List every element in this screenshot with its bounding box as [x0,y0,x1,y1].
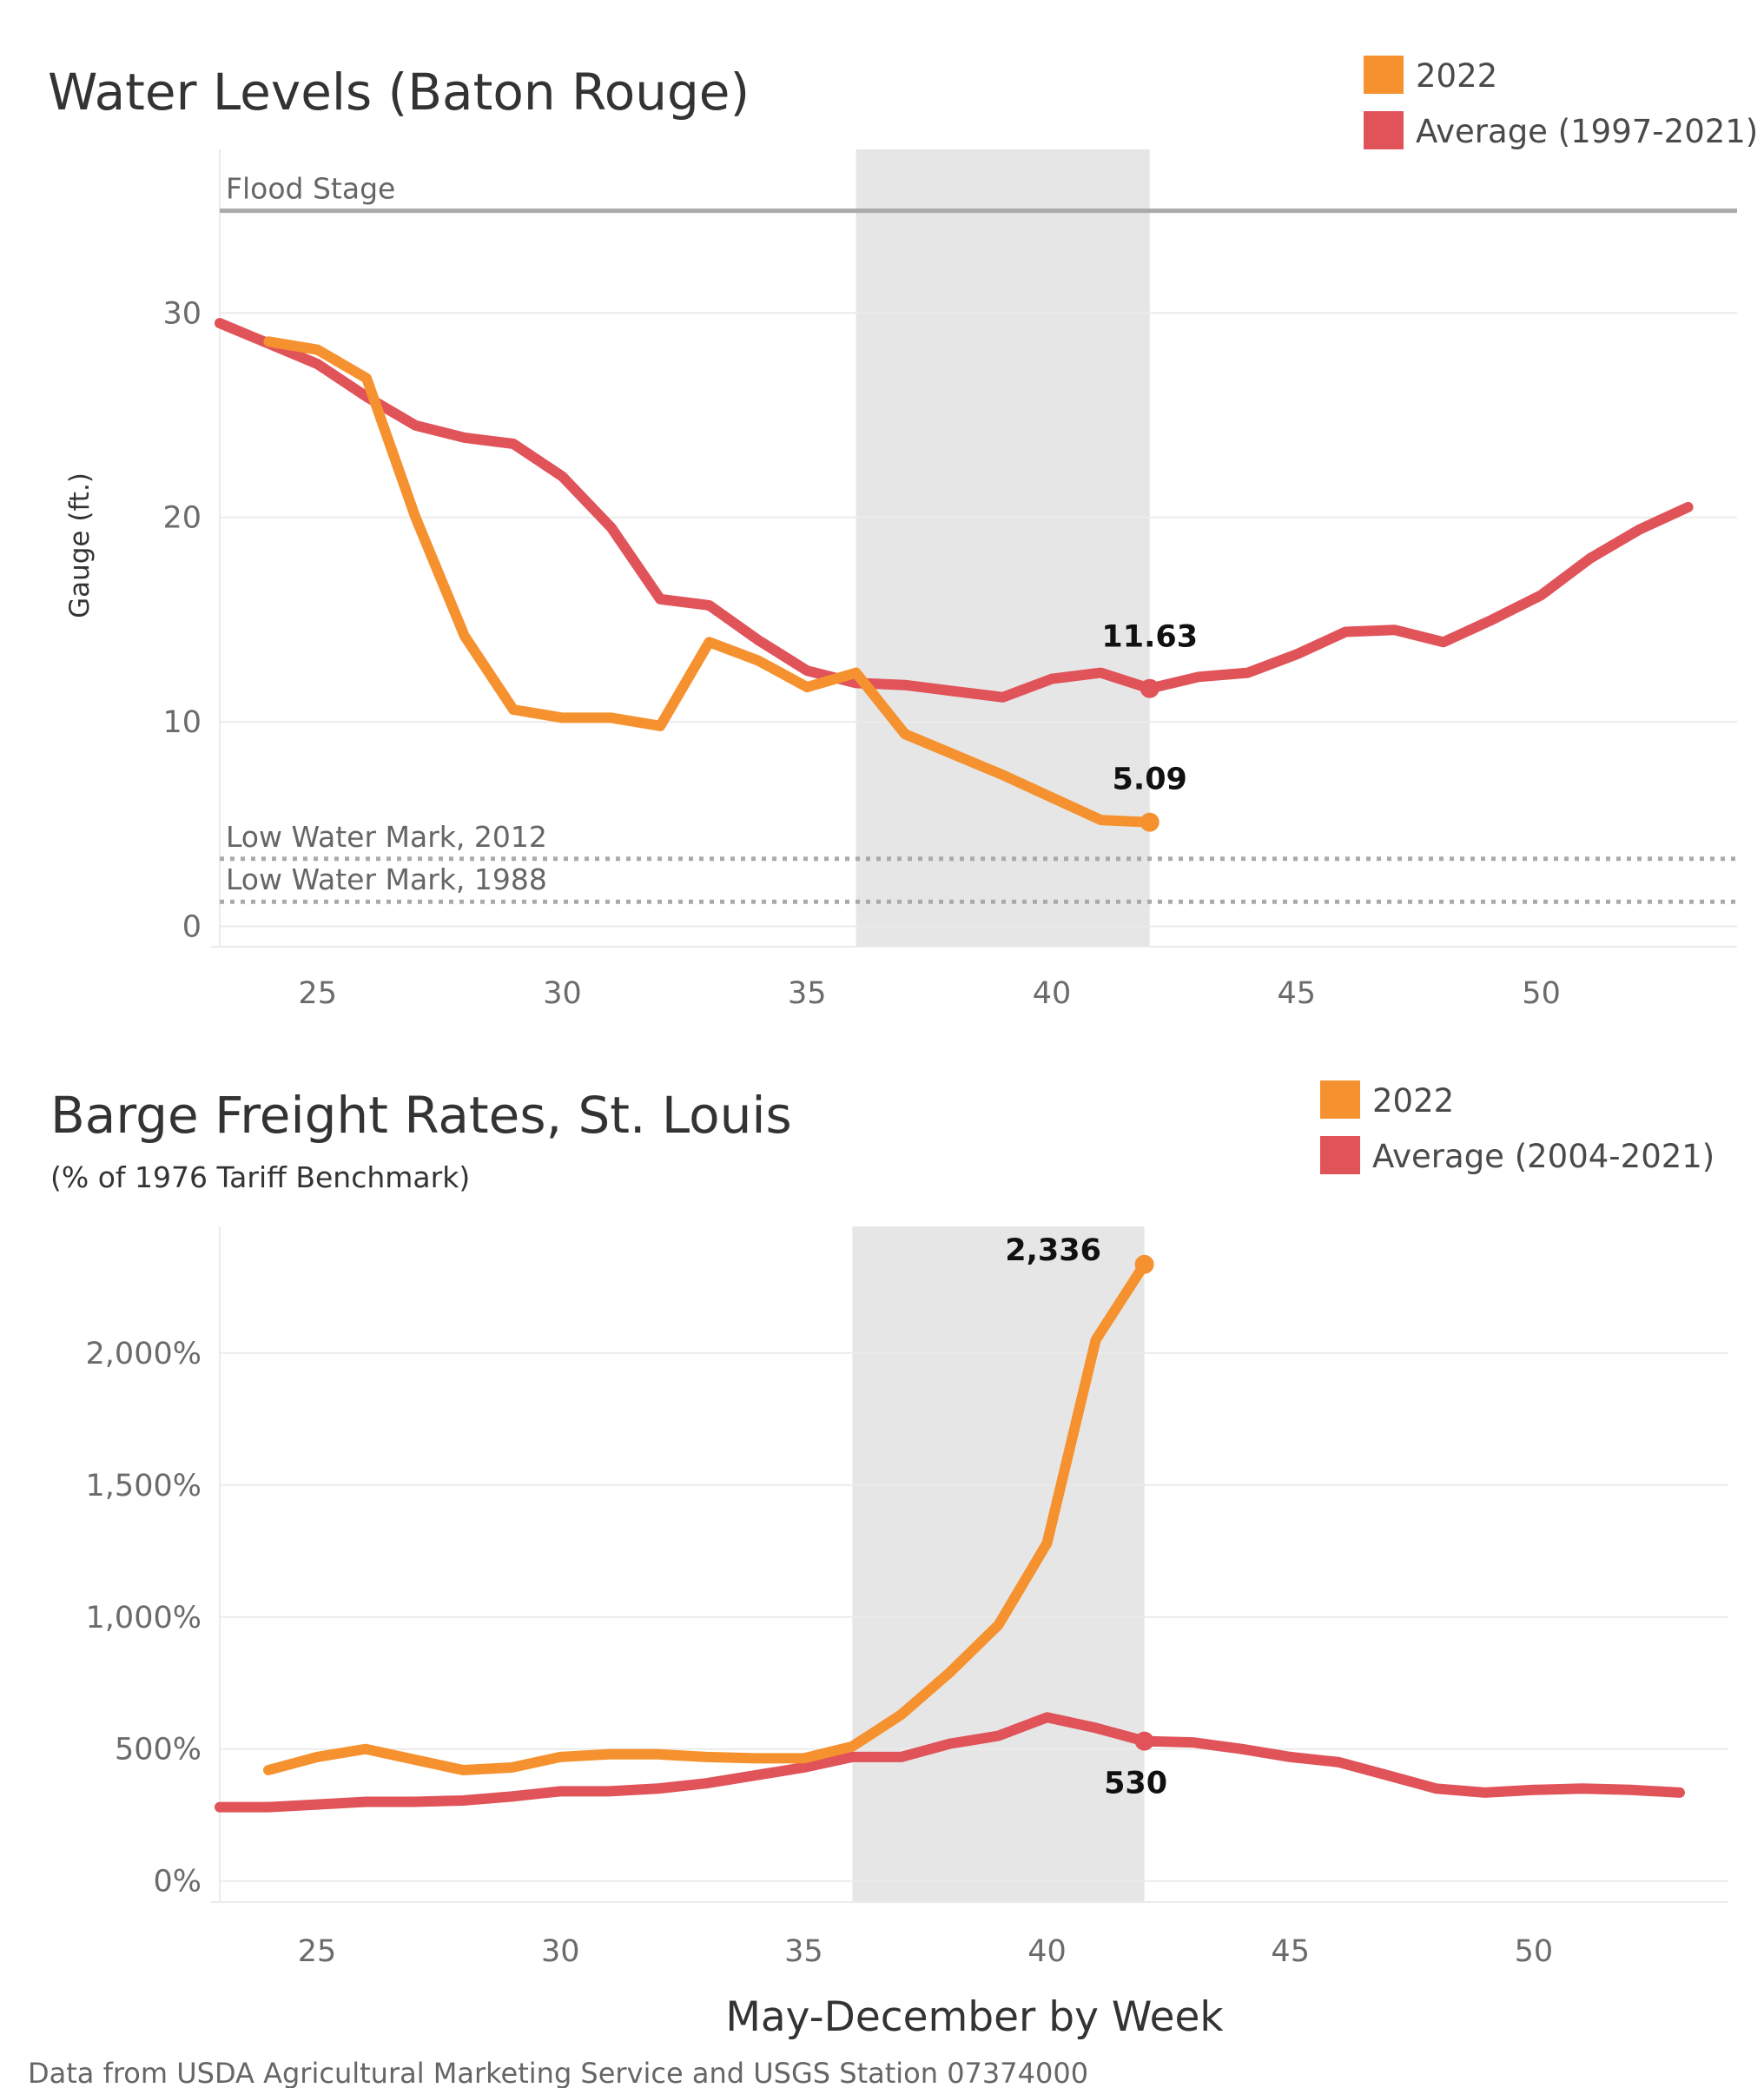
legend: 2022 Average (2004-2021) [1320,1080,1714,1175]
x-tick-label: 45 [1271,1934,1310,1969]
y-tick-label: 1,000% [86,1601,202,1635]
data-point-average-1997-2021 [1140,678,1159,698]
data-label: 5.09 [1113,763,1187,797]
x-tick-label: 25 [298,976,337,1011]
legend: 2022 Average (1997-2021) [1364,56,1758,150]
legend-swatch-average [1320,1136,1360,1174]
series-line-average-2004-2021 [215,1712,1685,1813]
y-tick-label: 500% [115,1733,202,1768]
data-point-2022 [1134,1254,1154,1274]
barge-rates-chart: Barge Freight Rates, St. Louis (% of 197… [50,1080,1728,1969]
legend-swatch-average [1364,111,1404,149]
x-tick-label: 40 [1033,976,1072,1011]
series-line-2022 [263,1259,1150,1775]
data-label: 530 [1104,1767,1167,1801]
series-line-2022 [263,336,1155,828]
plot-area: 0% 500% 1,000% 1,500% 2,000% 25 30 35 40 45 50 2,33… [86,1226,1728,1969]
x-tick-label: 35 [784,1934,823,1969]
chart-subtitle: (% of 1976 Tariff Benchmark) [50,1160,470,1194]
x-tick-label: 30 [541,1934,580,1969]
legend-label-2022: 2022 [1372,1082,1454,1120]
y-tick-label: 0% [153,1865,202,1900]
legend-swatch-2022 [1364,56,1404,94]
reference-label-low-water-mark-1988: Low Water Mark, 1988 [226,862,547,896]
y-tick-label: 0 [182,909,202,944]
legend-label-average: Average (1997-2021) [1416,113,1758,150]
legend-label-2022: 2022 [1416,57,1497,95]
data-label: 2,336 [1005,1233,1101,1268]
chart-title: Barge Freight Rates, St. Louis [50,1086,792,1145]
water-levels-chart: Water Levels (Baton Rouge) 2022 Average … [48,56,1758,1011]
y-tick-label: 2,000% [86,1337,202,1371]
y-tick-label: 20 [162,501,202,536]
reference-label-flood-stage: Flood Stage [226,172,395,206]
x-tick-label: 45 [1278,976,1317,1011]
x-tick-label: 50 [1515,1934,1554,1969]
source-note: Data from USDA Agricultural Marketing Se… [28,2057,1088,2088]
y-tick-label: 1,500% [86,1469,202,1503]
series-line-average-1997-2021 [215,318,1694,703]
plot-area: 0 10 20 30 25 30 35 40 45 50 Flood Stage Low Water … [162,149,1737,1011]
x-tick-label: 35 [788,976,827,1011]
y-tick-label: 30 [162,296,202,331]
y-axis-label: Gauge (ft.) [64,472,96,618]
reference-label-low-water-mark-2012: Low Water Mark, 2012 [226,820,547,854]
shaded-period [856,149,1150,947]
chart-title: Water Levels (Baton Rouge) [48,63,750,122]
x-tick-label: 40 [1027,1934,1067,1969]
x-tick-label: 50 [1522,976,1561,1011]
data-point-2022 [1140,812,1159,832]
x-tick-label: 30 [543,976,582,1011]
data-label: 11.63 [1101,620,1198,655]
legend-label-average: Average (2004-2021) [1372,1138,1714,1175]
data-point-average-2004-2021 [1134,1731,1154,1751]
legend-swatch-2022 [1320,1080,1360,1119]
y-tick-label: 10 [162,705,202,740]
x-axis-title: May-December by Week [725,1993,1224,2041]
x-tick-label: 25 [298,1934,337,1969]
